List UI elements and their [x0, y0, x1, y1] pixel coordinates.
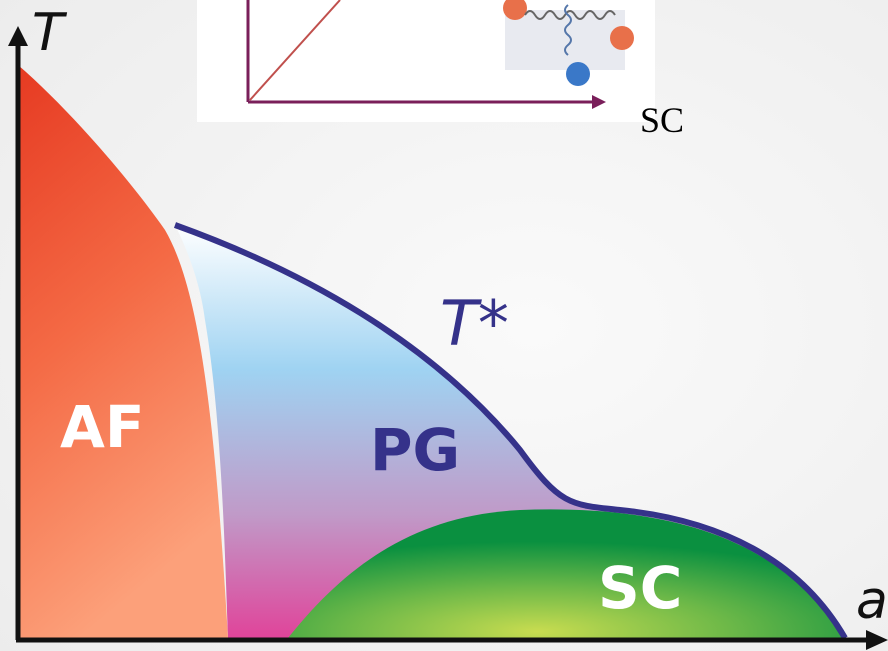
- sc-label: SC: [598, 554, 682, 622]
- inset-particle: [566, 62, 590, 86]
- y-axis-label: T: [32, 3, 68, 63]
- phase-diagram: SC T a T* AF PG SC: [0, 0, 888, 651]
- af-label: AF: [60, 393, 145, 461]
- x-axis-label: a: [856, 571, 888, 631]
- inset-picture: [505, 10, 625, 70]
- inset: SC: [197, 0, 684, 140]
- page: SC T a T* AF PG SC (() => { const data =…: [0, 0, 888, 651]
- curve-label: T*: [440, 287, 509, 360]
- pg-label: PG: [370, 416, 460, 484]
- inset-particle: [610, 26, 634, 50]
- inset-label: SC: [640, 100, 684, 140]
